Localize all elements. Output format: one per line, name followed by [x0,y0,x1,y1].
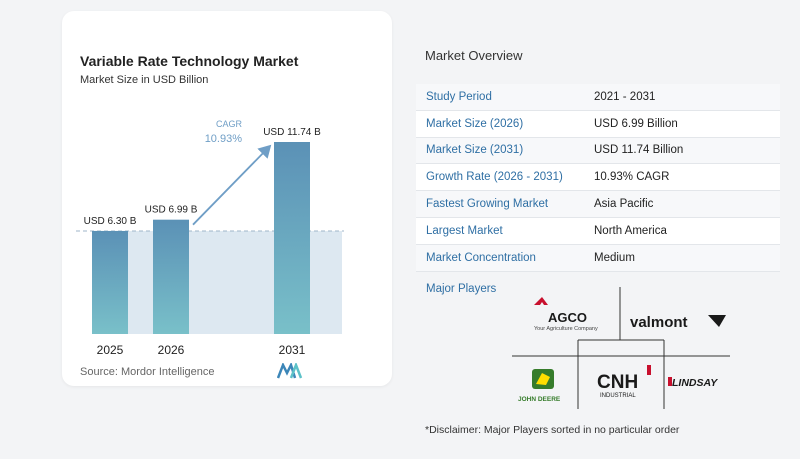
chart-card: USD 6.30 B 2025 USD 6.99 B 2026 USD 11.74 B 2… [62,11,392,386]
bar-2025 [92,230,128,334]
overview-value: Medium [594,251,635,264]
disclaimer-text: *Disclaimer: Major Players sorted in no … [425,424,680,436]
cagr-label: CAGR [216,119,243,129]
overview-key: Market Concentration [426,251,536,264]
chart-title: Variable Rate Technology Market [80,53,299,69]
major-players-grid: AGCO Your Agriculture Company valmont JO… [512,287,730,409]
overview-row: Study Period 2021 - 2031 [416,84,780,111]
overview-row: Fastest Growing Market Asia Pacific [416,191,780,218]
overview-row: Market Size (2031) USD 11.74 Billion [416,137,780,165]
cagr-value: 10.93% [205,133,243,145]
source-text: Source: Mordor Intelligence [80,366,215,378]
cnh-industrial-logo: CNH INDUSTRIAL [597,365,651,399]
market-size-chart: USD 6.30 B 2025 USD 6.99 B 2026 USD 11.74 B 2… [76,119,344,357]
data-label-2025: USD 6.30 B [84,216,137,227]
overview-key: Growth Rate (2026 - 2031) [426,171,563,184]
mordor-intelligence-logo-icon [277,363,303,379]
x-tick-2026: 2026 [158,343,185,357]
lindsay-wordmark: LINDSAY [672,377,718,389]
overview-value: USD 11.74 Billion [594,144,684,157]
cnh-wordmark: CNH [597,372,638,393]
overview-value: 2021 - 2031 [594,90,656,103]
overview-row: Market Concentration Medium [416,244,780,272]
lindsay-logo: LINDSAY [668,377,718,389]
overview-table: Study Period 2021 - 2031 Market Size (20… [416,84,780,272]
overview-value: North America [594,224,667,237]
overview-value: Asia Pacific [594,198,654,211]
overview-key: Market Size (2026) [426,117,524,130]
agco-tagline: Your Agriculture Company [534,326,598,332]
cagr-arrow [192,144,272,226]
overview-value: 10.93% CAGR [594,171,670,184]
overview-row: Market Size (2026) USD 6.99 Billion [416,110,780,138]
overview-key: Fastest Growing Market [426,198,549,211]
john-deere-logo: JOHN DEERE [518,369,561,403]
overview-row: Largest Market North America [416,217,780,245]
bar-2031 [274,142,310,334]
john-deere-wordmark: JOHN DEERE [518,396,561,403]
valmont-logo: valmont [630,314,726,331]
x-tick-2031: 2031 [279,343,306,357]
overview-row: Growth Rate (2026 - 2031) 10.93% CAGR [416,164,780,192]
data-label-2026: USD 6.99 B [145,205,198,216]
major-players-title: Major Players [426,283,497,295]
x-tick-2025: 2025 [97,343,124,357]
valmont-wordmark: valmont [630,314,688,331]
overview-value: USD 6.99 Billion [594,117,678,130]
chart-subtitle: Market Size in USD Billion [80,74,209,86]
overview-key: Study Period [426,90,492,103]
data-label-2031: USD 11.74 B [263,127,321,138]
cnh-subtitle: INDUSTRIAL [600,393,636,399]
bar-2026 [153,219,189,334]
agco-logo: AGCO Your Agriculture Company [534,297,598,332]
overview-key: Largest Market [426,224,503,237]
overview-key: Market Size (2031) [426,144,524,157]
agco-wordmark: AGCO [548,310,587,325]
overview-title: Market Overview [425,48,523,63]
